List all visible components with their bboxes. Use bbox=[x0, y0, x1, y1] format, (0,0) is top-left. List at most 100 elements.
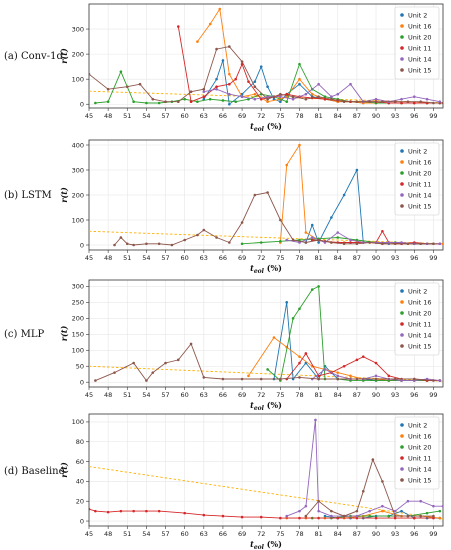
point-unit-20 bbox=[145, 101, 148, 105]
x-tick-label: 60 bbox=[181, 391, 189, 399]
point-unit-15 bbox=[145, 242, 148, 246]
legend-marker-unit-14 bbox=[400, 333, 404, 337]
x-tick-label: 93 bbox=[391, 530, 399, 538]
axes-frame bbox=[88, 413, 444, 527]
x-tick-label: 63 bbox=[200, 254, 208, 262]
point-unit-11 bbox=[355, 516, 359, 520]
y-axis-title: r(t) bbox=[59, 187, 69, 203]
point-unit-11 bbox=[317, 516, 320, 520]
point-unit-14 bbox=[400, 97, 403, 101]
point-unit-15 bbox=[138, 82, 142, 86]
point-unit-2 bbox=[279, 100, 282, 104]
x-tick-label: 96 bbox=[410, 112, 418, 120]
x-tick-label: 84 bbox=[334, 391, 342, 399]
panel-d-baseline: (d) Baseline 45 48 51 54 57 60 63 66 69 72 75 78 81 84… bbox=[4, 413, 444, 550]
legend-marker-unit-16 bbox=[400, 160, 404, 164]
point-unit-15 bbox=[441, 101, 443, 105]
point-unit-14 bbox=[304, 504, 308, 508]
point-unit-11 bbox=[361, 355, 365, 358]
legend-marker-unit-16 bbox=[400, 434, 404, 438]
legend-entry-unit-2: Unit 2 bbox=[408, 421, 427, 429]
legend-marker-unit-15 bbox=[400, 344, 404, 348]
point-unit-20 bbox=[298, 62, 301, 66]
trend-line bbox=[89, 230, 443, 245]
point-unit-16 bbox=[336, 371, 340, 374]
legend-entry-unit-15: Unit 15 bbox=[408, 342, 432, 350]
point-unit-15 bbox=[125, 242, 129, 246]
point-unit-16 bbox=[208, 22, 212, 26]
x-axis-title: teol (%) bbox=[250, 539, 282, 550]
point-unit-20 bbox=[196, 100, 199, 104]
legend-marker-unit-20 bbox=[400, 311, 404, 315]
point-unit-2 bbox=[400, 509, 403, 513]
legend-marker-unit-15 bbox=[400, 68, 404, 72]
point-unit-15 bbox=[266, 191, 269, 194]
x-tick-label: 51 bbox=[123, 112, 131, 120]
point-unit-14 bbox=[406, 499, 410, 503]
point-unit-11 bbox=[228, 82, 231, 86]
point-unit-15 bbox=[279, 92, 282, 96]
point-unit-16 bbox=[438, 516, 442, 520]
point-unit-14 bbox=[425, 97, 429, 101]
point-unit-14 bbox=[304, 92, 308, 96]
point-unit-11 bbox=[304, 352, 308, 355]
y-tick-label: 200 bbox=[72, 50, 84, 58]
x-tick-label: 51 bbox=[123, 254, 131, 262]
point-unit-14 bbox=[432, 504, 435, 508]
x-tick-label: 93 bbox=[391, 254, 399, 262]
point-unit-14 bbox=[336, 374, 340, 378]
point-unit-20 bbox=[279, 239, 282, 243]
legend-entry-unit-16: Unit 16 bbox=[408, 158, 432, 166]
point-unit-15 bbox=[368, 100, 371, 104]
legend-box bbox=[394, 6, 440, 80]
point-unit-16 bbox=[285, 163, 289, 167]
point-unit-15 bbox=[183, 238, 186, 242]
legend-box bbox=[394, 142, 440, 216]
x-tick-label: 75 bbox=[276, 112, 284, 120]
point-unit-20 bbox=[221, 99, 225, 102]
x-tick-label: 90 bbox=[372, 254, 380, 262]
point-unit-14 bbox=[330, 514, 333, 518]
legend-marker-unit-11 bbox=[400, 46, 404, 50]
plot-area bbox=[89, 143, 443, 247]
point-unit-14 bbox=[400, 379, 403, 382]
point-unit-2 bbox=[317, 241, 320, 244]
legend-box bbox=[394, 416, 440, 490]
point-unit-15 bbox=[151, 371, 155, 374]
point-unit-15 bbox=[215, 236, 218, 239]
x-tick-label: 45 bbox=[85, 112, 93, 120]
point-unit-20 bbox=[234, 100, 238, 104]
x-tick-label: 93 bbox=[391, 391, 399, 399]
y-tick-label: 150 bbox=[72, 331, 84, 339]
x-axis-title: teol (%) bbox=[250, 121, 282, 133]
x-tick-label: 60 bbox=[181, 254, 189, 262]
x-tick-label: 99 bbox=[429, 112, 437, 120]
point-unit-11 bbox=[189, 100, 193, 104]
point-unit-15 bbox=[164, 100, 167, 104]
point-unit-15 bbox=[202, 376, 206, 379]
legend-entry-unit-11: Unit 11 bbox=[408, 320, 432, 328]
x-tick-label: 90 bbox=[372, 391, 380, 399]
point-unit-14 bbox=[285, 514, 289, 518]
legend: Unit 2 Unit 16 Unit 20 Unit 11 Unit 14 Unit 1… bbox=[394, 142, 440, 216]
point-unit-15 bbox=[202, 228, 206, 232]
point-unit-15 bbox=[106, 87, 110, 91]
point-unit-2 bbox=[253, 80, 257, 83]
point-unit-11 bbox=[176, 25, 180, 28]
x-tick-label: 84 bbox=[334, 112, 342, 120]
panel-label: (d) Baseline bbox=[4, 466, 65, 477]
point-unit-15 bbox=[368, 241, 371, 244]
y-tick-label: 300 bbox=[72, 283, 84, 291]
y-tick-label: 60 bbox=[76, 458, 84, 466]
point-unit-16 bbox=[266, 100, 269, 104]
legend-entry-unit-2: Unit 2 bbox=[408, 287, 427, 295]
x-tick-label: 60 bbox=[181, 530, 189, 538]
x-tick-label: 54 bbox=[142, 391, 150, 399]
legend-box bbox=[394, 282, 440, 356]
point-unit-14 bbox=[240, 95, 244, 99]
x-tick-label: 81 bbox=[314, 530, 322, 538]
y-tick-label: 300 bbox=[72, 166, 84, 174]
x-tick-label: 69 bbox=[238, 391, 246, 399]
y-tick-label: 100 bbox=[72, 75, 84, 83]
